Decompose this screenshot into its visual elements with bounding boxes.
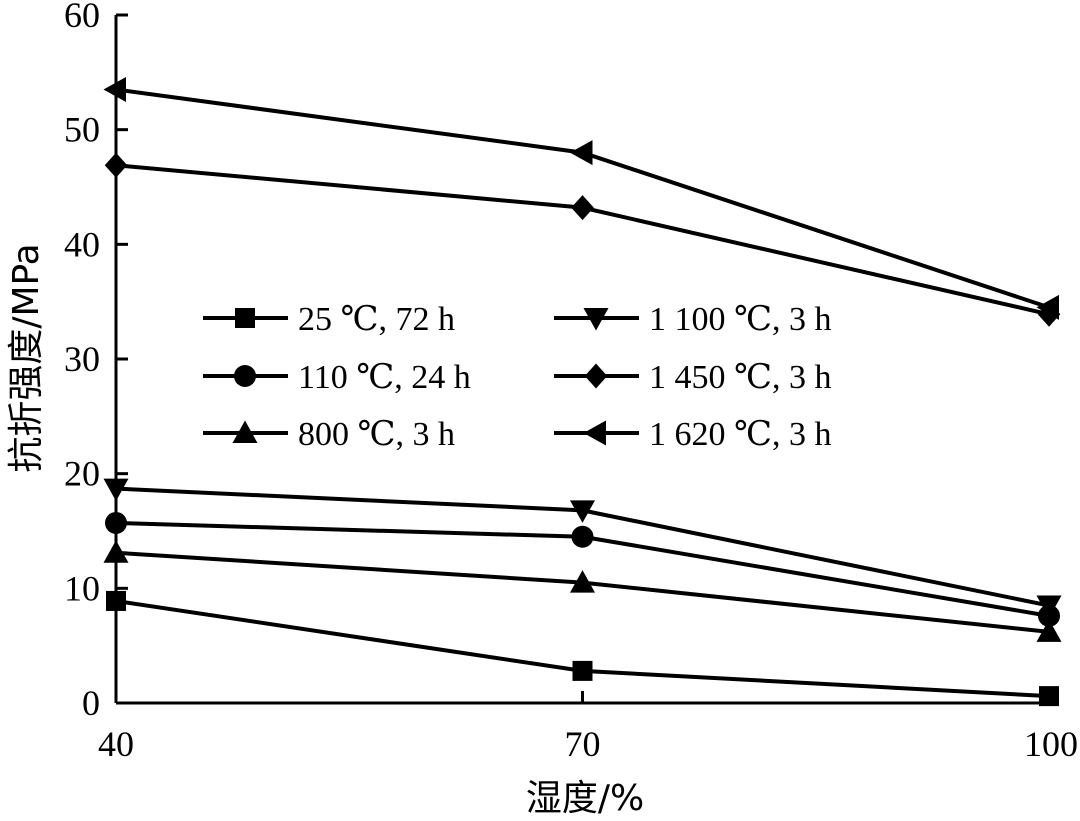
legend-marker — [235, 308, 255, 328]
legend-label: 25 ℃, 72 h — [298, 301, 455, 338]
series-line — [115, 163, 1050, 317]
series-1 — [106, 590, 1059, 707]
legend-item: 1 620 ℃, 3 h — [554, 416, 832, 453]
x-axis-title: 湿度/% — [526, 778, 644, 819]
x-tick-label: 70 — [565, 724, 601, 764]
legend-label: 1 450 ℃, 3 h — [649, 359, 832, 396]
data-point — [1036, 595, 1062, 619]
series-2 — [105, 511, 1060, 627]
data-point — [1036, 619, 1062, 642]
legend-marker — [583, 420, 606, 446]
legend: 25 ℃, 72 h 110 ℃, 24 h 800 ℃, 3 h 1 100 ℃, … — [203, 301, 832, 453]
legend-label: 110 ℃, 24 h — [298, 359, 471, 396]
data-point — [572, 660, 593, 681]
legend-marker — [232, 420, 258, 443]
y-tick-label: 30 — [64, 339, 100, 379]
legend-item: 800 ℃, 3 h — [203, 416, 455, 453]
legend-marker — [234, 365, 256, 387]
legend-label: 1 620 ℃, 3 h — [649, 416, 832, 453]
y-tick-label: 10 — [64, 568, 100, 608]
data-point — [571, 195, 594, 221]
data-point — [570, 570, 595, 593]
y-tick-label: 20 — [64, 454, 100, 494]
axes: 0 10 20 30 40 50 60 40 70 100 — [64, 0, 1078, 764]
legend-item: 25 ℃, 72 h — [203, 301, 455, 338]
data-point — [570, 500, 595, 523]
legend-item: 110 ℃, 24 h — [203, 359, 471, 396]
legend-item: 1 450 ℃, 3 h — [554, 359, 832, 396]
legend-marker — [584, 363, 608, 389]
x-tick-label: 100 — [1024, 724, 1078, 764]
y-axis-title: 抗折强度/MPa — [6, 243, 47, 472]
data-point — [103, 540, 129, 563]
data-point — [1036, 294, 1059, 320]
y-tick-label: 50 — [64, 110, 100, 150]
series-5 — [104, 152, 1061, 327]
data-point — [571, 525, 594, 548]
series-4 — [103, 478, 1062, 619]
data-point — [570, 140, 593, 166]
legend-label: 800 ℃, 3 h — [298, 416, 455, 453]
legend-marker — [583, 308, 609, 331]
y-tick-label: 60 — [64, 0, 100, 35]
legend-item: 1 100 ℃, 3 h — [554, 301, 832, 338]
series-6 — [103, 77, 1059, 320]
y-tick-label: 0 — [82, 683, 100, 723]
legend-label: 1 100 ℃, 3 h — [649, 301, 832, 338]
data-point — [1039, 686, 1059, 707]
data-point — [103, 478, 129, 502]
data-point — [103, 77, 126, 103]
data-point — [105, 511, 127, 534]
y-tick-label: 40 — [64, 224, 100, 264]
series-lines — [103, 77, 1062, 707]
series-3 — [103, 540, 1062, 642]
data-point — [106, 590, 126, 611]
data-point — [104, 152, 128, 178]
x-tick-label: 40 — [98, 724, 134, 764]
